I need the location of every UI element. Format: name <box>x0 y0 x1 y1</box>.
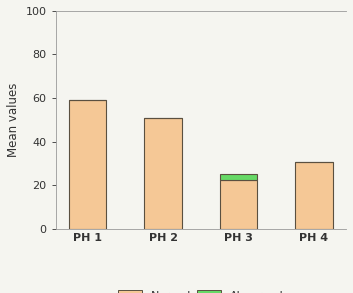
Bar <box>295 162 333 229</box>
Bar <box>144 117 182 229</box>
Y-axis label: Mean values: Mean values <box>7 83 20 157</box>
Bar <box>220 174 257 180</box>
Bar <box>220 180 257 229</box>
Bar <box>69 100 107 229</box>
Legend: Normal, Abnormal: Normal, Abnormal <box>113 286 288 293</box>
